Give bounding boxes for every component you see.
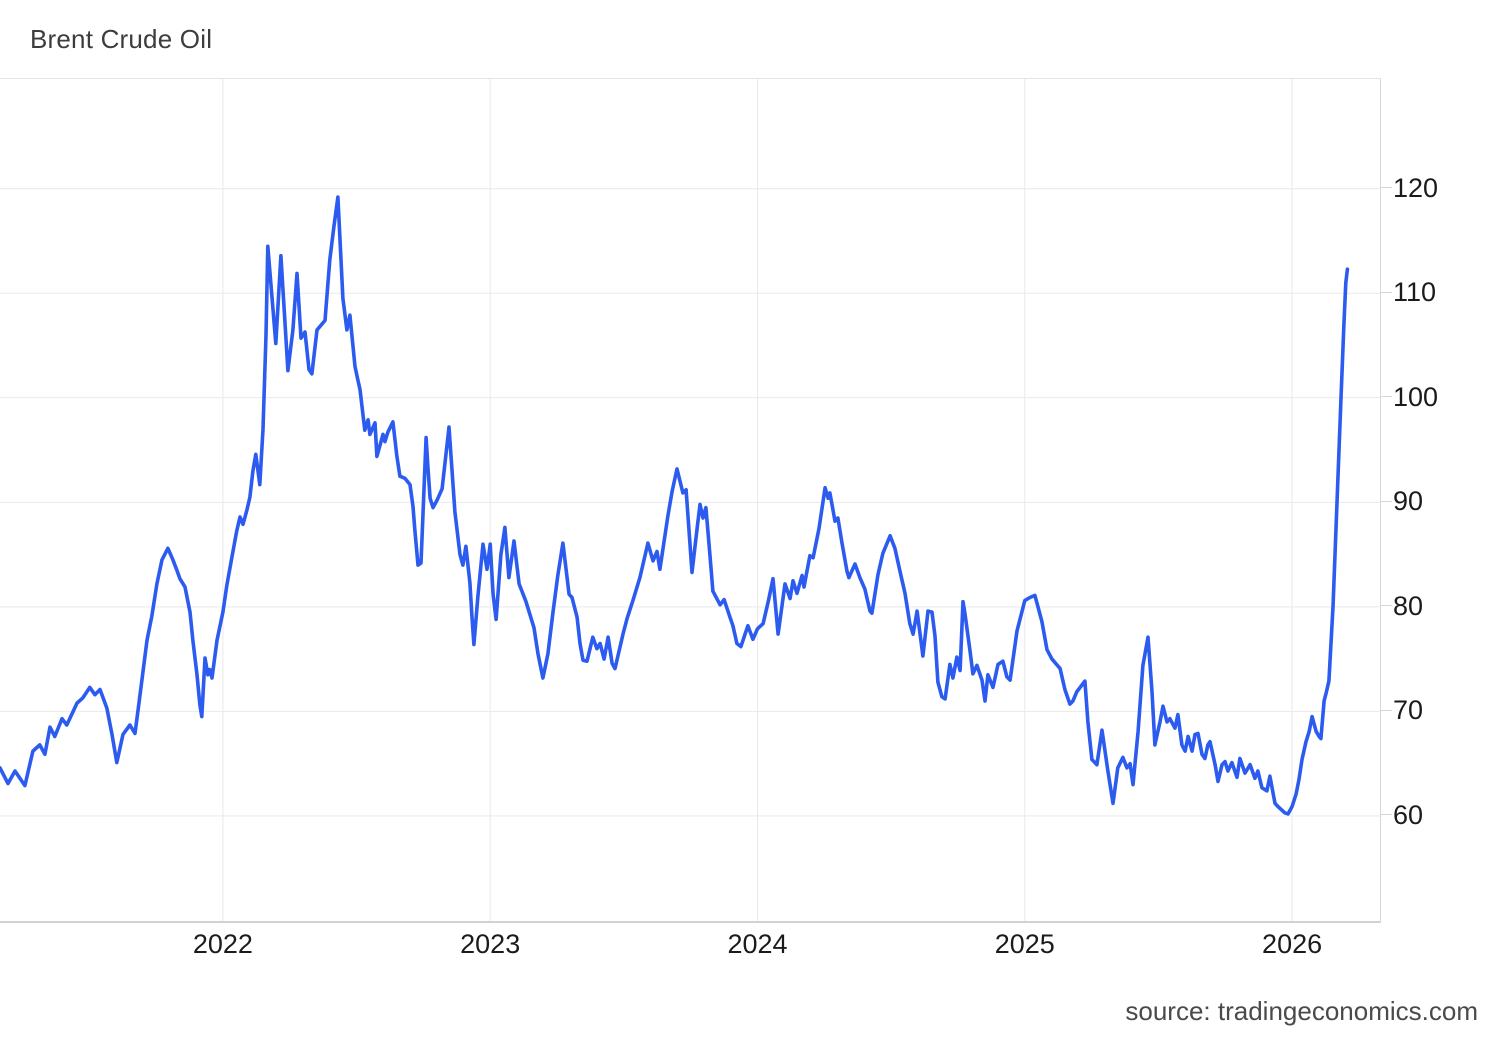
page-title: Brent Crude Oil bbox=[30, 24, 213, 54]
y-axis-label: 110 bbox=[1393, 277, 1437, 308]
y-axis-tick bbox=[1381, 709, 1392, 711]
y-axis-label: 90 bbox=[1393, 486, 1424, 517]
x-axis-label: 2024 bbox=[727, 929, 788, 959]
y-axis-tick bbox=[1381, 187, 1392, 189]
price-line bbox=[0, 195, 1350, 816]
y-axis-label: 60 bbox=[1393, 799, 1424, 830]
x-axis-label: 2023 bbox=[460, 929, 521, 959]
x-axis-label: 2022 bbox=[192, 929, 253, 959]
y-axis-tick bbox=[1381, 291, 1392, 293]
y-axis-label: 80 bbox=[1393, 590, 1424, 621]
price-line-chart bbox=[0, 79, 1380, 921]
y-axis-tick bbox=[1381, 396, 1392, 398]
source-credit[interactable]: source: tradingeconomics.com bbox=[1125, 996, 1478, 1026]
x-axis-label: 2025 bbox=[994, 929, 1055, 959]
y-axis-label: 70 bbox=[1393, 695, 1424, 726]
chart-plot-area[interactable] bbox=[0, 78, 1381, 923]
y-axis-tick bbox=[1381, 500, 1392, 502]
y-axis-tick bbox=[1381, 605, 1392, 607]
y-axis-label: 120 bbox=[1393, 172, 1439, 203]
y-axis-label: 100 bbox=[1393, 381, 1439, 412]
y-axis-tick bbox=[1381, 814, 1392, 816]
x-axis-label: 2026 bbox=[1262, 929, 1323, 959]
